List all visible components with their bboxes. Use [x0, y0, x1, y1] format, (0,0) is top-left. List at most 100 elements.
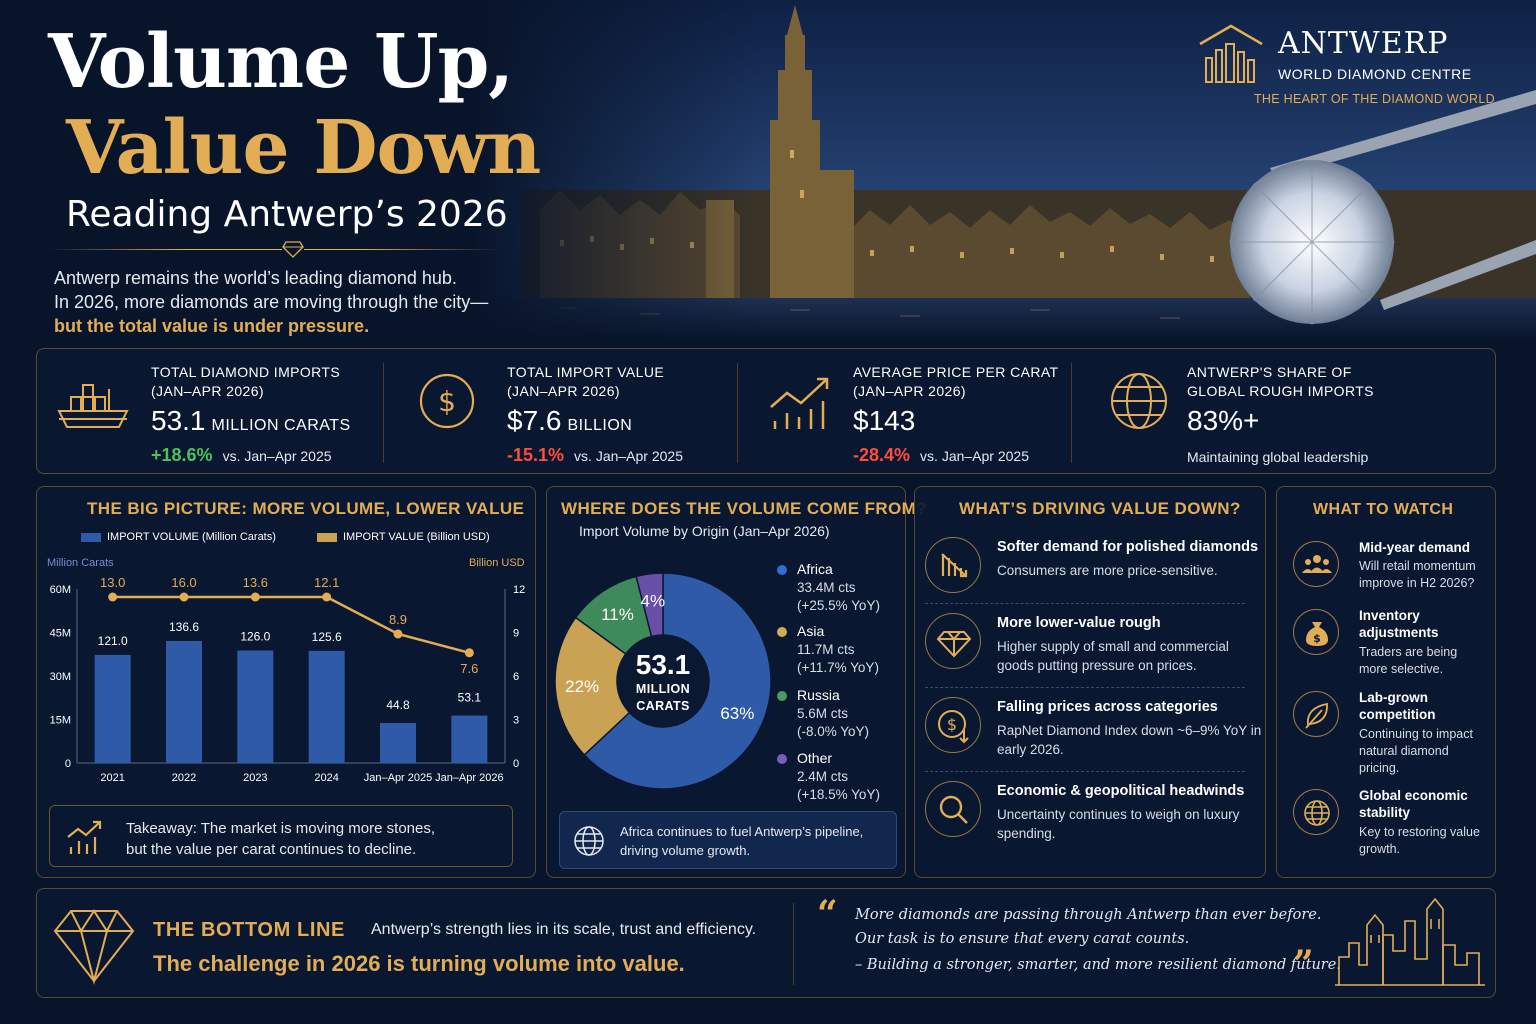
kpi-change: +18.6% vs. Jan–Apr 2025 — [151, 445, 332, 466]
legend-swatch — [317, 532, 337, 542]
divider — [793, 903, 794, 985]
y-left-tick-label: 15M — [50, 715, 71, 727]
watch-icon-ring — [1293, 691, 1339, 737]
svg-text:$: $ — [1313, 632, 1321, 645]
value-data-label: 13.6 — [243, 575, 268, 590]
declining-bars-icon — [941, 553, 968, 578]
kpi-import-value: $ TOTAL IMPORT VALUE (JAN–APR 2026) $7.6… — [391, 349, 741, 475]
legend-values: 11.7M cts (+11.7% YoY) — [797, 641, 879, 677]
takeaway-box: Takeaway: The market is moving more ston… — [49, 805, 513, 867]
bar — [308, 650, 345, 763]
logo-tagline: THE HEART OF THE DIAMOND WORLD — [1254, 92, 1495, 106]
hero-gradient-overlay — [0, 0, 760, 340]
page-title-line1: Volume Up, — [48, 19, 514, 105]
driver-item: Softer demand for polished diamonds Cons… — [925, 533, 1259, 615]
value-data-label: 8.9 — [389, 612, 407, 627]
kpi-change: -15.1% vs. Jan–Apr 2025 — [507, 445, 683, 466]
globe-icon — [1304, 800, 1330, 826]
origin-note: Africa continues to fuel Antwerp’s pipel… — [559, 811, 897, 869]
watch-text: Continuing to impact natural diamond pri… — [1359, 727, 1473, 775]
logo-name: ANTWERP — [1278, 26, 1449, 61]
origin-note-line: driving volume growth. — [620, 843, 751, 858]
origin-note-line: Africa continues to fuel Antwerp’s pipel… — [620, 824, 864, 839]
driver-text: RapNet Diamond Index down ~6–9% YoY in e… — [997, 723, 1262, 757]
city-skyline-icon — [1335, 897, 1485, 986]
diamond-outline-icon — [53, 909, 135, 985]
money-bag-icon: $ — [1306, 622, 1328, 646]
legend-name: Asia — [797, 623, 825, 639]
divider — [925, 771, 1245, 772]
growth-chart-icon — [67, 820, 102, 854]
legend-name: Africa — [797, 561, 833, 577]
legend-yoy: (+11.7% YoY) — [797, 660, 879, 675]
watch-icon-ring: $ — [1293, 609, 1339, 655]
awdc-logo: ANTWERP WORLD DIAMOND CENTRE THE HEART O… — [1196, 22, 1506, 112]
section-title: WHAT’S DRIVING VALUE DOWN? — [959, 499, 1241, 518]
driver-item: Economic & geopolitical headwinds Uncert… — [925, 777, 1255, 859]
magnifier-icon — [939, 795, 968, 824]
page-subtitle: Reading Antwerp’s 2026 — [66, 194, 508, 235]
value-data-label: 12.1 — [314, 575, 339, 590]
page-title-line2: Value Down — [66, 105, 541, 191]
legend-yoy: (+18.5% YoY) — [797, 787, 880, 802]
section-title: WHERE DOES THE VOLUME COME FROM? — [561, 499, 928, 518]
donut-slice-label: 11% — [601, 605, 634, 624]
logo-subname: WORLD DIAMOND CENTRE — [1278, 66, 1472, 82]
trend-chart-icon — [770, 377, 829, 429]
driver-text: Higher supply of small and commercial go… — [997, 639, 1229, 673]
divider — [925, 603, 1245, 604]
legend-volume: 2.4M cts — [797, 769, 849, 784]
kpi-change-value: +18.6% — [151, 445, 213, 465]
y-right-tick-label: 0 — [513, 758, 519, 770]
driver-icon-ring — [925, 781, 981, 837]
kpi-label-line: (JAN–APR 2026) — [507, 383, 620, 399]
watch-text: Key to restoring value growth. — [1359, 825, 1480, 856]
kpi-value: 83%+ — [1187, 405, 1259, 437]
kpi-number: 83%+ — [1187, 405, 1260, 436]
chart-subtitle: Import Volume by Origin (Jan–Apr 2026) — [579, 523, 830, 539]
cargo-ship-icon — [57, 384, 129, 428]
kpi-label-line: GLOBAL ROUGH IMPORTS — [1187, 383, 1374, 399]
legend-swatch — [81, 532, 101, 542]
dollar-down-icon: $ — [938, 710, 969, 744]
legend-yoy: (-8.0% YoY) — [797, 724, 870, 739]
value-data-label: 7.6 — [460, 661, 478, 676]
building-logo-icon — [1199, 24, 1263, 83]
kpi-divider — [737, 363, 738, 463]
kpi-number: $143 — [853, 405, 916, 436]
intro-line: In 2026, more diamonds are moving throug… — [54, 292, 489, 312]
kpi-change-value: -28.4% — [853, 445, 911, 465]
driver-item: More lower-value rough Higher supply of … — [925, 609, 1255, 691]
driver-title: More lower-value rough — [997, 615, 1161, 631]
value-point — [393, 629, 403, 639]
y-right-tick-label: 12 — [513, 584, 525, 596]
kpi-label: TOTAL DIAMOND IMPORTS (JAN–APR 2026) — [151, 363, 340, 401]
close-quote-icon: ” — [1293, 943, 1314, 985]
bar-value-label: 126.0 — [240, 629, 270, 643]
diamond-outline-icon — [936, 631, 972, 658]
diamond-icon — [282, 240, 304, 258]
bar-value-label: 53.1 — [458, 691, 482, 705]
kpi-label-line: ANTWERP'S SHARE OF — [1187, 364, 1352, 380]
takeaway-text: Takeaway: The market is moving more ston… — [126, 818, 435, 860]
y-right-tick-label: 3 — [513, 715, 519, 727]
svg-text:$: $ — [947, 715, 957, 734]
driver-item: $ Falling prices across categories RapNe… — [925, 693, 1261, 775]
driver-text: Consumers are more price-sensitive. — [997, 563, 1218, 578]
kpi-unit: MILLION CARATS — [211, 417, 351, 434]
kpi-label-line: (JAN–APR 2026) — [151, 383, 264, 399]
driver-icon-ring — [925, 613, 981, 669]
watch-title: Inventory adjustments — [1359, 608, 1439, 640]
legend-volume: 5.6M cts — [797, 706, 849, 721]
takeaway-line: but the value per carat continues to dec… — [126, 841, 417, 858]
kpi-label: ANTWERP'S SHARE OF GLOBAL ROUGH IMPORTS — [1187, 363, 1374, 401]
value-data-label: 16.0 — [171, 575, 196, 590]
bar — [166, 641, 202, 763]
driver-title: Softer demand for polished diamonds — [997, 539, 1259, 555]
intro-highlight: but the total value is under pressure. — [54, 316, 370, 336]
watch-icon-ring — [1293, 541, 1339, 587]
legend-values: 5.6M cts (-8.0% YoY) — [797, 705, 869, 741]
y-axis-right-title: Billion USD — [469, 557, 525, 569]
volume-value-chart: 0 15M 30M 45M 60M 0 3 6 9 12 121.0 2021 136.6 2022 126… — [50, 575, 526, 784]
legend-label: IMPORT VALUE (Billion USD) — [343, 531, 490, 543]
